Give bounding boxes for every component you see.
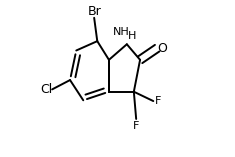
Text: F: F — [155, 96, 161, 106]
Text: NH: NH — [113, 27, 130, 37]
Text: Br: Br — [87, 5, 101, 18]
Text: F: F — [133, 121, 139, 130]
Text: O: O — [157, 42, 167, 55]
Text: H: H — [128, 31, 136, 41]
Text: Cl: Cl — [40, 83, 52, 96]
